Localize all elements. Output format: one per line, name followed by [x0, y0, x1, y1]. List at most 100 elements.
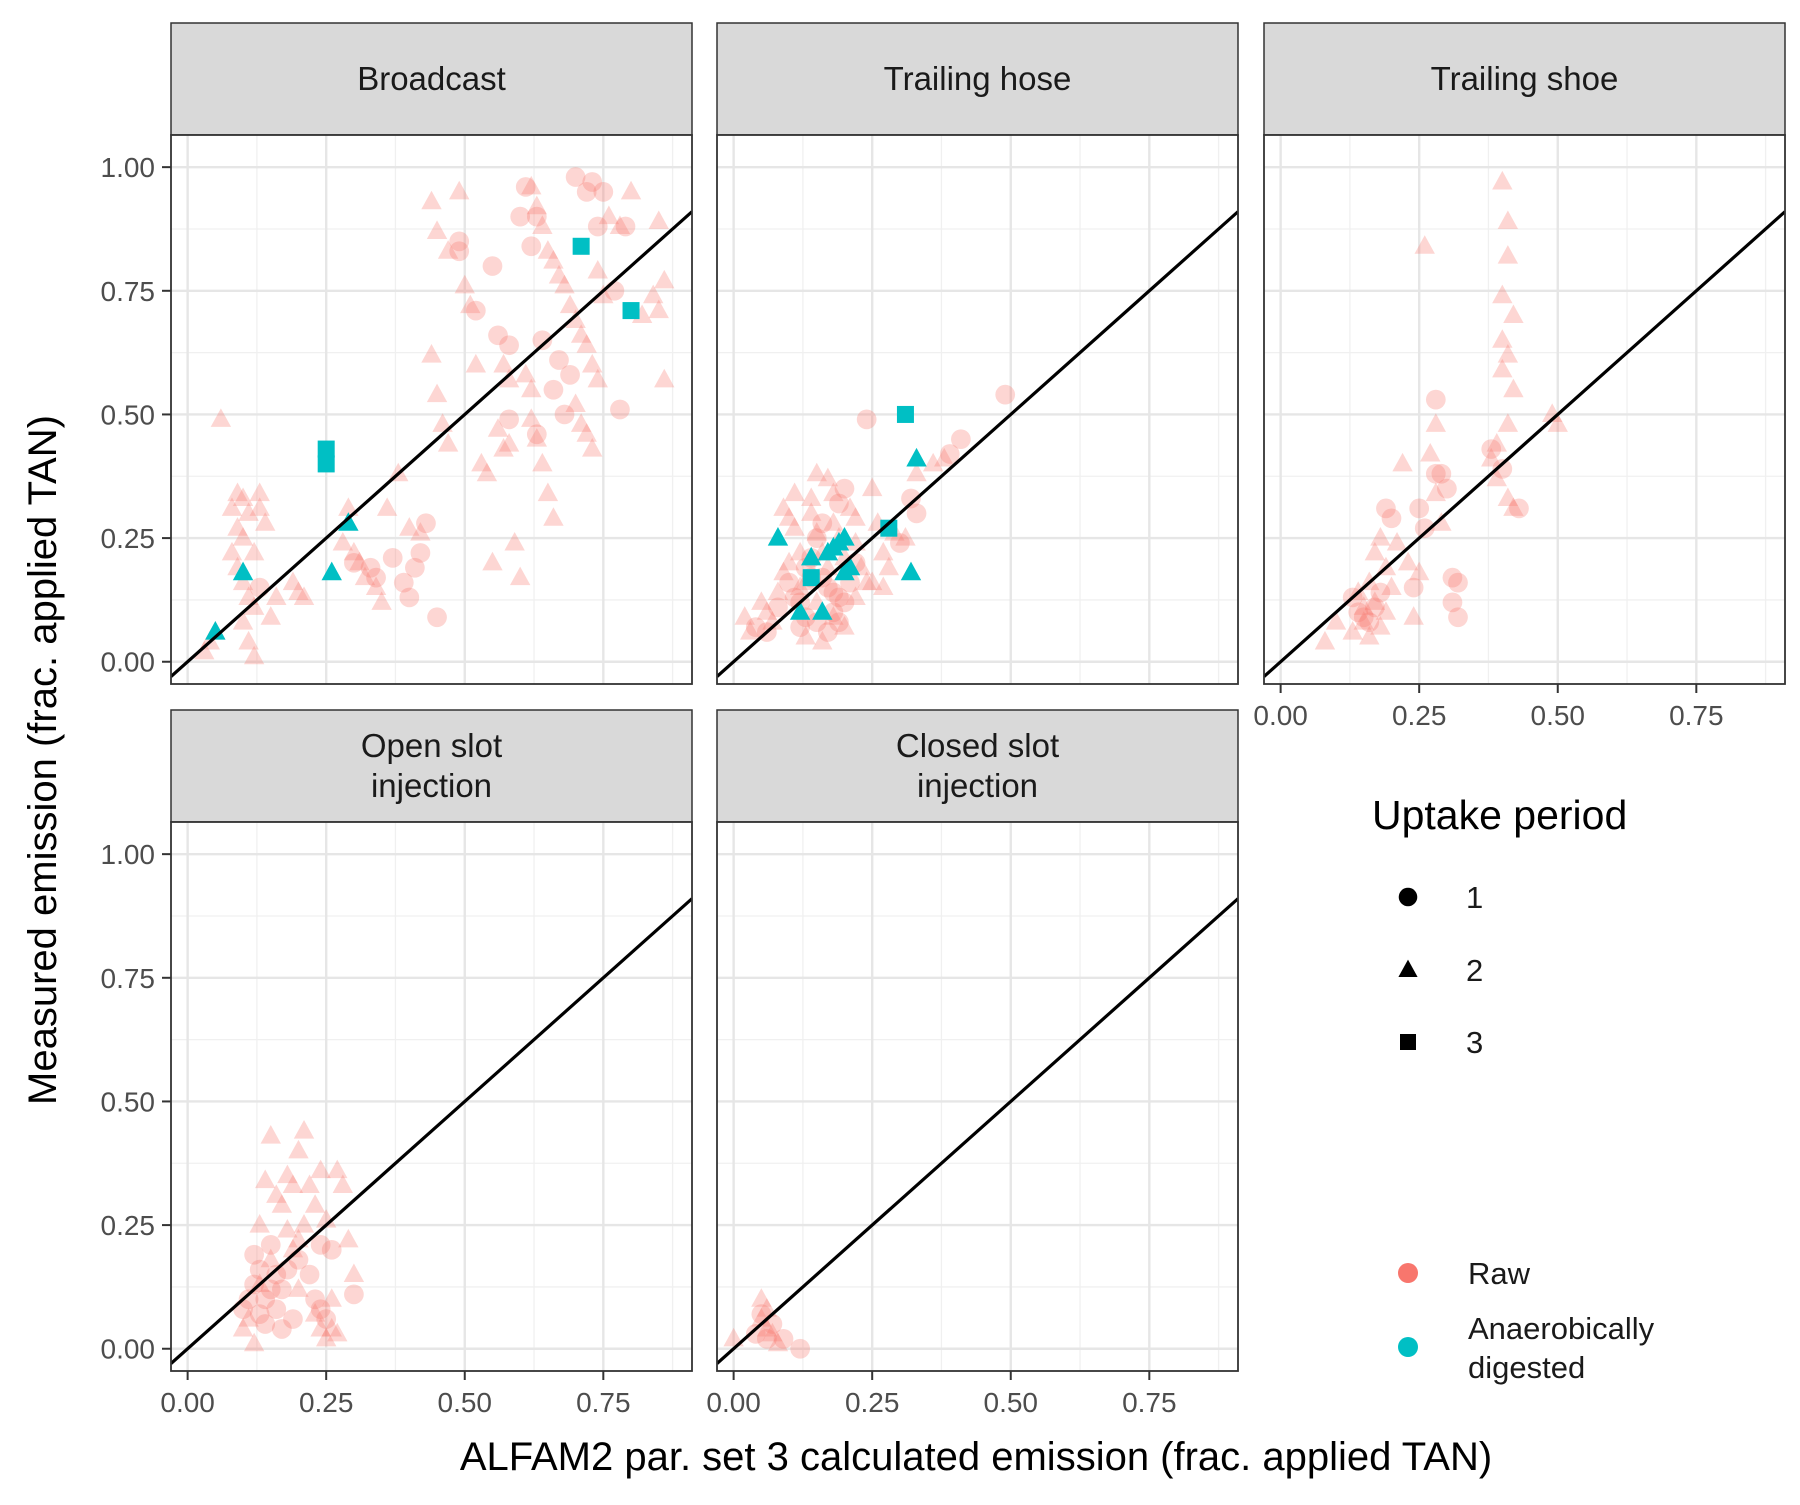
data-point — [521, 378, 542, 398]
data-point — [1353, 611, 1374, 630]
panel-border — [716, 134, 1239, 685]
y-tick-label: 1.00 — [101, 839, 156, 870]
data-point — [543, 507, 564, 526]
y-tick-label: 0.25 — [101, 523, 156, 554]
data-point — [487, 418, 509, 437]
data-point — [587, 368, 608, 388]
facet-strip — [170, 22, 693, 136]
data-point — [939, 444, 960, 464]
data-point — [620, 180, 642, 200]
data-point — [812, 630, 833, 650]
data-point — [795, 625, 816, 645]
data-point — [1425, 463, 1446, 484]
data-point — [1364, 541, 1386, 561]
y-tick-label: 0.00 — [101, 647, 156, 678]
data-point — [745, 1324, 766, 1344]
data-point — [778, 507, 800, 526]
data-point — [221, 497, 243, 516]
data-point — [565, 309, 586, 328]
data-point — [878, 556, 900, 576]
data-point — [338, 497, 359, 516]
data-point — [321, 1288, 342, 1307]
x-tick-label: 0.25 — [1392, 700, 1447, 731]
data-point — [773, 1328, 794, 1349]
data-point — [332, 531, 354, 551]
data-point — [293, 1214, 315, 1233]
data-point — [243, 645, 265, 665]
data-point — [305, 1289, 325, 1310]
data-point — [1397, 551, 1419, 571]
data-point — [549, 350, 569, 370]
data-point — [751, 1288, 772, 1307]
data-point — [723, 1327, 744, 1347]
data-point — [845, 531, 866, 551]
data-point — [238, 630, 259, 650]
data-point — [1497, 344, 1519, 363]
data-point — [554, 404, 575, 425]
data-point — [829, 587, 849, 608]
data-point — [1497, 487, 1519, 507]
data-point — [249, 482, 270, 502]
x-tick-label: 0.50 — [1531, 700, 1586, 731]
data-point — [1375, 601, 1397, 620]
data-point — [288, 1228, 309, 1248]
data-point — [338, 1228, 359, 1248]
data-point — [740, 621, 761, 640]
panel-background — [171, 822, 692, 1371]
data-point — [648, 210, 669, 230]
data-point — [243, 596, 265, 615]
data-point — [1481, 447, 1502, 467]
data-point — [622, 302, 640, 320]
data-point — [560, 365, 580, 385]
data-point — [277, 1218, 298, 1238]
data-point — [1492, 170, 1513, 190]
data-point — [1376, 498, 1396, 519]
data-point — [244, 1274, 264, 1295]
data-point — [834, 527, 855, 546]
data-point — [1431, 463, 1452, 484]
data-point — [829, 612, 849, 633]
data-point — [344, 1284, 364, 1305]
data-point — [806, 522, 827, 541]
data-point — [789, 541, 811, 561]
legend-key-circle — [1398, 887, 1418, 907]
data-point — [834, 616, 855, 635]
data-point — [271, 1194, 293, 1213]
data-point — [1364, 597, 1385, 618]
data-point — [271, 1319, 292, 1339]
data-point — [399, 587, 420, 608]
data-point — [762, 1322, 783, 1342]
data-point — [1364, 591, 1386, 610]
data-point — [243, 541, 265, 561]
data-point — [476, 462, 498, 482]
data-point — [762, 611, 783, 630]
data-point — [900, 561, 922, 581]
data-point — [1409, 498, 1430, 519]
data-point — [1486, 433, 1507, 452]
legend-label: Raw — [1468, 1256, 1531, 1291]
data-point — [1408, 561, 1430, 581]
data-point — [343, 1263, 365, 1283]
data-point — [845, 586, 866, 605]
data-point — [1492, 284, 1513, 304]
data-point — [789, 576, 811, 596]
data-point — [1442, 592, 1463, 613]
legend-label: 2 — [1466, 953, 1483, 988]
data-point — [856, 409, 877, 430]
data-point — [779, 572, 799, 593]
data-point — [1314, 630, 1336, 650]
y-tick-label: 0.75 — [101, 963, 156, 994]
data-point — [756, 1317, 778, 1337]
data-point — [593, 182, 614, 202]
data-point — [266, 1299, 287, 1320]
data-point — [861, 477, 883, 497]
data-point — [255, 1314, 276, 1334]
data-point — [1370, 527, 1391, 546]
data-point — [890, 533, 910, 553]
data-point — [410, 543, 431, 563]
data-point — [304, 1194, 326, 1213]
data-point — [1325, 611, 1347, 630]
data-point — [1353, 596, 1374, 615]
data-point — [610, 399, 630, 420]
data-point — [526, 206, 547, 227]
